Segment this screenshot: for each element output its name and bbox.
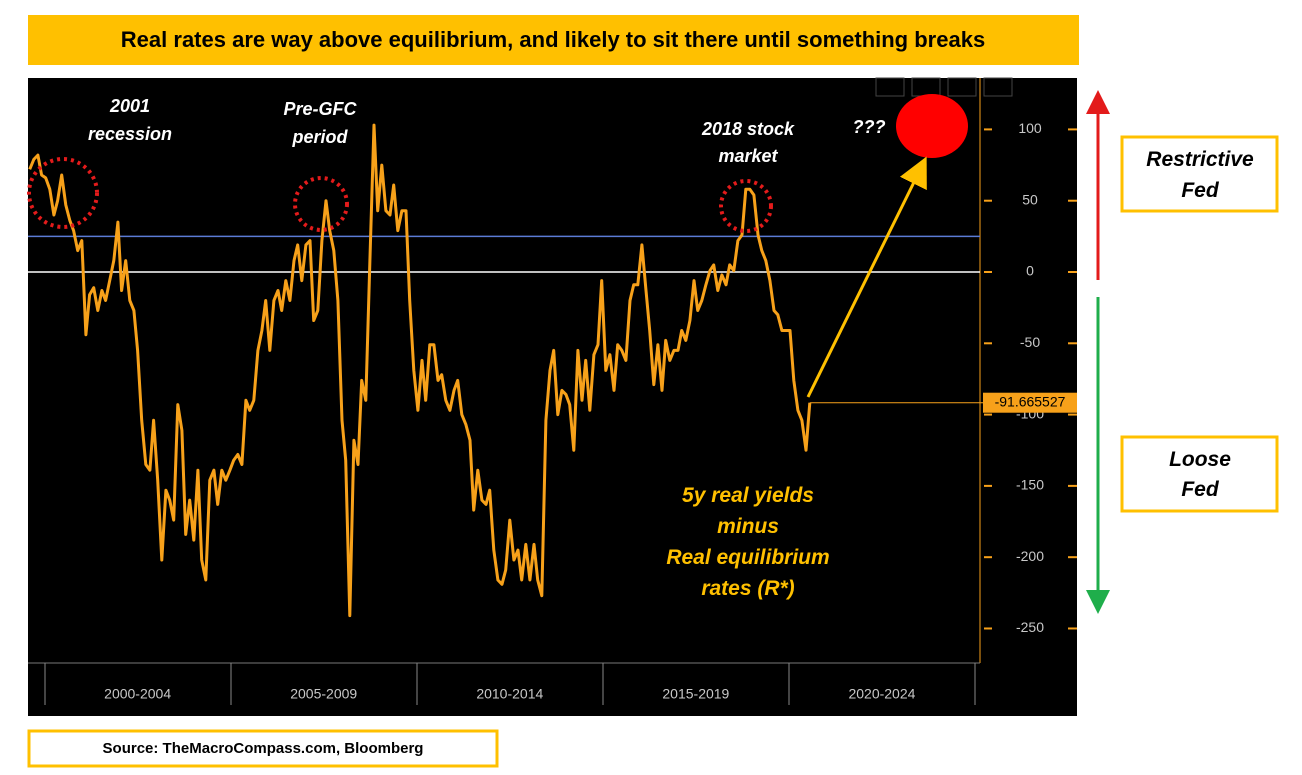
x-tick-label: 2020-2024	[848, 686, 915, 702]
red-dot	[896, 94, 968, 158]
annotation: 2018 stock market	[701, 119, 795, 166]
y-tick-label: 0	[1026, 263, 1034, 279]
last-value-box	[983, 392, 1077, 413]
y-tick-label: -150	[1016, 477, 1044, 493]
y-tick-label: -250	[1016, 619, 1044, 635]
highlight-circles	[27, 157, 773, 233]
annotation: ???	[853, 117, 886, 137]
y-tick-label: 50	[1022, 191, 1038, 207]
series-label: 5y real yields minus Real equilibrium rates…	[666, 484, 829, 600]
x-tick-label: 2010-2014	[476, 686, 543, 702]
title-banner	[28, 15, 1079, 65]
side-label: Restrictive Fed	[1146, 148, 1254, 202]
source-box	[27, 729, 499, 768]
side-box	[1120, 135, 1279, 213]
side-label: Loose Fed	[1169, 448, 1231, 501]
title: Real rates are way above equilibrium, an…	[121, 27, 985, 52]
last-value-label: -91.665527	[995, 393, 1066, 409]
x-tick-label: 2000-2004	[104, 686, 171, 702]
arrow	[806, 156, 927, 398]
y-tick-label: -50	[1020, 334, 1040, 350]
x-tick-label: 2005-2009	[290, 686, 357, 702]
side-box	[1120, 435, 1279, 513]
annotation: Pre-GFC period	[283, 99, 357, 147]
y-tick-label: -200	[1016, 548, 1044, 564]
x-tick-label: 2015-2019	[662, 686, 729, 702]
x-separators	[44, 663, 976, 705]
annotation: 2001 recession	[88, 96, 172, 144]
source: Source: TheMacroCompass.com, Bloomberg	[103, 740, 424, 757]
line	[28, 123, 812, 618]
y-tick-label: 100	[1018, 120, 1042, 136]
